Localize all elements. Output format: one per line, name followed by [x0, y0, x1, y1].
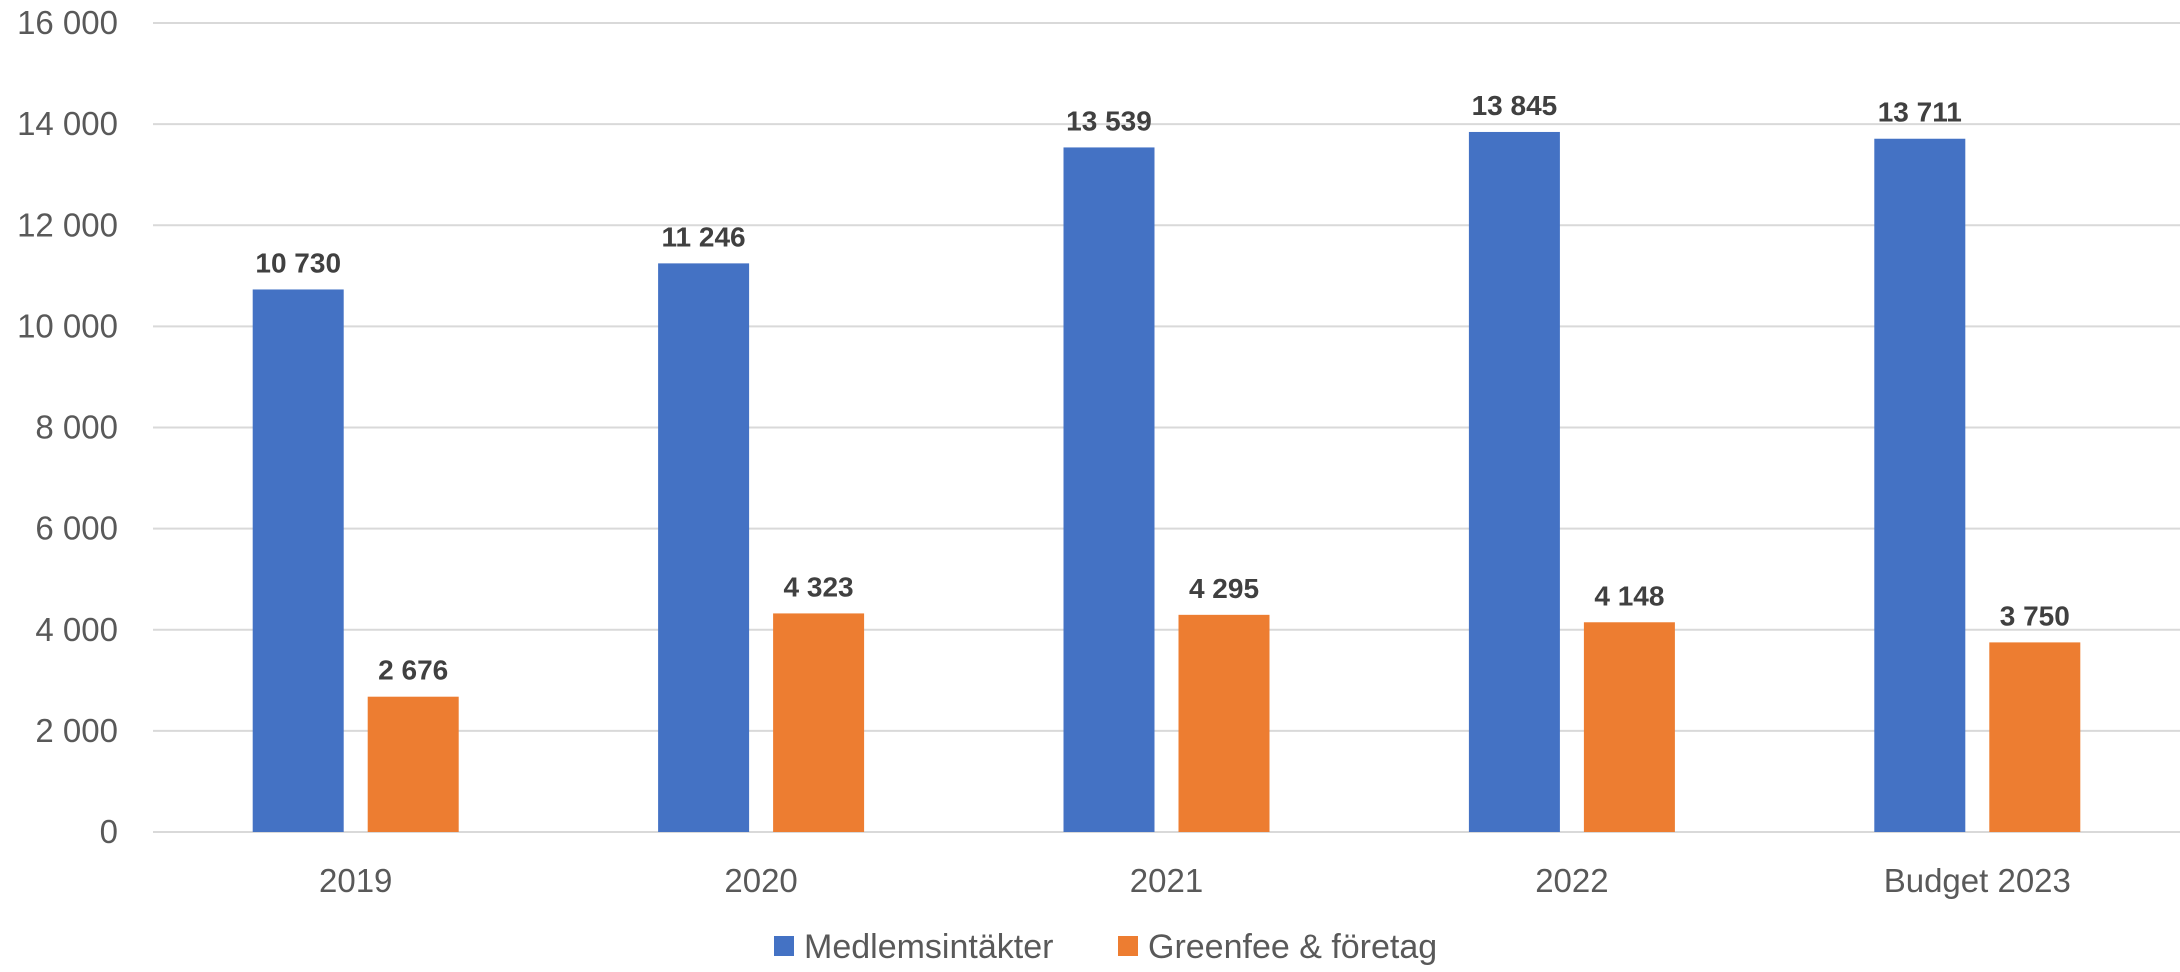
- data-label: 4 323: [784, 571, 854, 602]
- y-tick-label: 14 000: [17, 105, 118, 142]
- legend-label: Medlemsintäkter: [804, 928, 1053, 966]
- y-tick-label: 0: [100, 813, 118, 850]
- legend-item-medlemsintakter[interactable]: Medlemsintäkter: [774, 928, 1053, 966]
- bar-medlemsintakter-1[interactable]: [658, 263, 750, 832]
- y-tick-label: 6 000: [35, 510, 118, 547]
- data-label: 10 730: [255, 247, 341, 278]
- y-axis-ticks: 0 2 000 4 000 6 000 8 000 10 000 12 000 14 000 1…: [17, 4, 118, 850]
- y-tick-label: 16 000: [17, 4, 118, 41]
- y-tick-label: 8 000: [35, 409, 118, 446]
- data-label: 4 295: [1189, 573, 1259, 604]
- x-axis-ticks: 2019 2020 2021 2022 Budget 2023: [319, 862, 2071, 899]
- bar-greenfee-2[interactable]: [1178, 614, 1270, 832]
- legend-swatch: [1118, 936, 1138, 956]
- legend[interactable]: Medlemsintäkter Greenfee & företag: [774, 928, 1437, 966]
- data-label: 13 845: [1472, 90, 1558, 121]
- legend-label: Greenfee & företag: [1148, 928, 1437, 966]
- data-label: 3 750: [2000, 600, 2070, 631]
- data-label: 4 148: [1594, 580, 1664, 611]
- gridlines: [153, 22, 2180, 833]
- bar-greenfee-1[interactable]: [773, 613, 865, 832]
- legend-item-greenfee[interactable]: Greenfee & företag: [1118, 928, 1437, 966]
- legend-swatch: [774, 936, 794, 956]
- data-label: 11 246: [662, 221, 746, 252]
- y-tick-label: 10 000: [17, 307, 118, 344]
- bar-greenfee-4[interactable]: [1989, 642, 2081, 832]
- bars: [252, 131, 2081, 833]
- x-tick-label: 2022: [1535, 862, 1608, 899]
- y-tick-label: 12 000: [17, 206, 118, 243]
- y-tick-label: 2 000: [35, 712, 118, 749]
- x-tick-label: 2021: [1130, 862, 1203, 899]
- data-label: 13 539: [1066, 105, 1152, 136]
- data-labels: 10 730 2 676 11 246 4 323 13 539 4 295 13 845 4…: [255, 90, 2069, 686]
- bar-greenfee-0[interactable]: [367, 696, 459, 832]
- bar-greenfee-3[interactable]: [1583, 622, 1675, 832]
- y-tick-label: 4 000: [35, 611, 118, 648]
- data-label: 2 676: [378, 655, 448, 686]
- x-tick-label: 2019: [319, 862, 392, 899]
- data-label: 13 711: [1878, 97, 1962, 128]
- bar-medlemsintakter-2[interactable]: [1063, 147, 1155, 832]
- x-tick-label: 2020: [724, 862, 797, 899]
- bar-medlemsintakter-3[interactable]: [1468, 131, 1560, 833]
- x-tick-label: Budget 2023: [1884, 862, 2071, 899]
- bar-medlemsintakter-0[interactable]: [252, 289, 344, 833]
- bar-medlemsintakter-4[interactable]: [1874, 138, 1966, 833]
